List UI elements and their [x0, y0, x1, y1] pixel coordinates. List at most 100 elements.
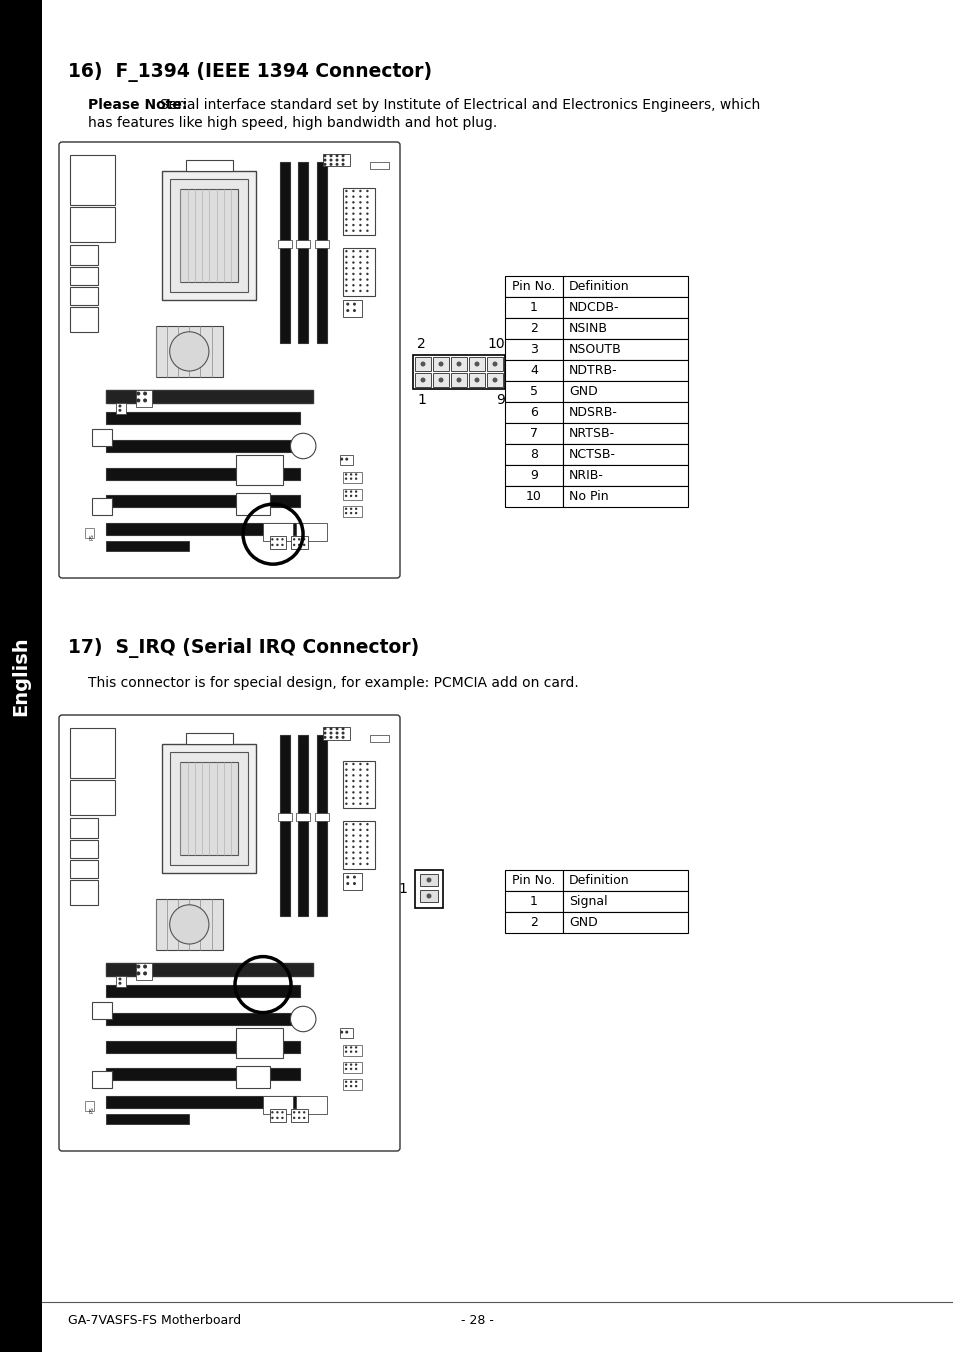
Bar — [316, 735, 326, 915]
Circle shape — [366, 261, 368, 264]
Circle shape — [136, 972, 140, 975]
Circle shape — [345, 1030, 348, 1034]
Circle shape — [352, 261, 355, 264]
Circle shape — [359, 284, 361, 287]
Circle shape — [366, 846, 368, 848]
Circle shape — [346, 310, 349, 312]
Circle shape — [323, 158, 326, 161]
Bar — [562, 318, 687, 339]
Circle shape — [341, 735, 344, 738]
Bar — [70, 245, 98, 265]
Bar — [504, 276, 562, 297]
Bar — [504, 891, 562, 913]
Circle shape — [438, 377, 443, 383]
Bar — [295, 239, 310, 249]
Circle shape — [366, 189, 368, 192]
Bar — [296, 523, 326, 541]
Circle shape — [355, 1051, 357, 1053]
Bar — [562, 913, 687, 933]
Circle shape — [297, 544, 300, 546]
Circle shape — [366, 196, 368, 197]
Circle shape — [359, 273, 361, 274]
Text: Serial interface standard set by Institute of Electrical and Electronics Enginee: Serial interface standard set by Institu… — [160, 97, 760, 112]
Circle shape — [359, 268, 361, 269]
Circle shape — [366, 273, 368, 274]
Text: 10: 10 — [525, 489, 541, 503]
Circle shape — [352, 763, 355, 765]
Circle shape — [276, 538, 278, 541]
Circle shape — [456, 361, 461, 366]
Bar — [339, 1028, 353, 1038]
Bar — [155, 899, 223, 950]
Circle shape — [345, 230, 347, 233]
Bar — [419, 873, 437, 886]
Bar — [277, 239, 292, 249]
Bar — [92, 1002, 112, 1019]
Circle shape — [293, 544, 295, 546]
Bar — [562, 891, 687, 913]
Circle shape — [353, 303, 355, 306]
Text: NDTRB-: NDTRB- — [568, 364, 617, 377]
Circle shape — [341, 731, 344, 734]
Bar — [171, 752, 248, 865]
Bar — [296, 1096, 326, 1114]
Circle shape — [366, 791, 368, 794]
Circle shape — [346, 876, 349, 879]
Bar — [155, 326, 223, 377]
Circle shape — [271, 538, 274, 541]
Circle shape — [345, 846, 347, 848]
Circle shape — [355, 1064, 357, 1065]
Circle shape — [281, 544, 283, 546]
Circle shape — [335, 727, 338, 730]
Circle shape — [345, 273, 347, 274]
Circle shape — [352, 196, 355, 197]
Bar — [562, 402, 687, 423]
Circle shape — [281, 1117, 283, 1119]
Bar — [70, 840, 98, 859]
Text: 9: 9 — [496, 393, 504, 407]
Circle shape — [366, 268, 368, 269]
Circle shape — [352, 840, 355, 842]
Circle shape — [355, 1046, 357, 1049]
Text: This connector is for special design, for example: PCMCIA add on card.: This connector is for special design, fo… — [88, 676, 578, 690]
Circle shape — [143, 399, 147, 403]
Circle shape — [366, 284, 368, 287]
Circle shape — [136, 399, 140, 403]
Circle shape — [281, 1111, 283, 1114]
Circle shape — [345, 823, 347, 826]
Bar — [451, 373, 467, 387]
Circle shape — [345, 834, 347, 837]
Circle shape — [293, 1111, 295, 1114]
Bar — [92, 1071, 112, 1088]
Circle shape — [366, 857, 368, 860]
Circle shape — [345, 512, 347, 514]
Text: has features like high speed, high bandwidth and hot plug.: has features like high speed, high bandw… — [88, 116, 497, 130]
Circle shape — [293, 1117, 295, 1119]
Bar — [180, 189, 238, 281]
Circle shape — [366, 829, 368, 831]
Bar — [70, 155, 115, 206]
Bar — [106, 391, 313, 403]
Circle shape — [345, 863, 347, 865]
Circle shape — [329, 735, 333, 738]
Circle shape — [420, 377, 425, 383]
Bar — [70, 860, 98, 877]
Bar — [106, 1041, 299, 1053]
Text: 5: 5 — [530, 385, 537, 397]
Circle shape — [329, 727, 333, 730]
Circle shape — [345, 507, 347, 510]
Circle shape — [290, 1006, 315, 1032]
Bar — [70, 287, 98, 306]
Circle shape — [345, 763, 347, 765]
Bar — [106, 439, 299, 452]
Circle shape — [345, 224, 347, 226]
Circle shape — [345, 786, 347, 788]
Bar — [451, 357, 467, 370]
Circle shape — [352, 834, 355, 837]
Text: 17)  S_IRQ (Serial IRQ Connector): 17) S_IRQ (Serial IRQ Connector) — [68, 638, 418, 658]
Circle shape — [366, 775, 368, 776]
Circle shape — [352, 829, 355, 831]
Circle shape — [345, 791, 347, 794]
Circle shape — [297, 1111, 300, 1114]
Bar — [135, 963, 152, 980]
